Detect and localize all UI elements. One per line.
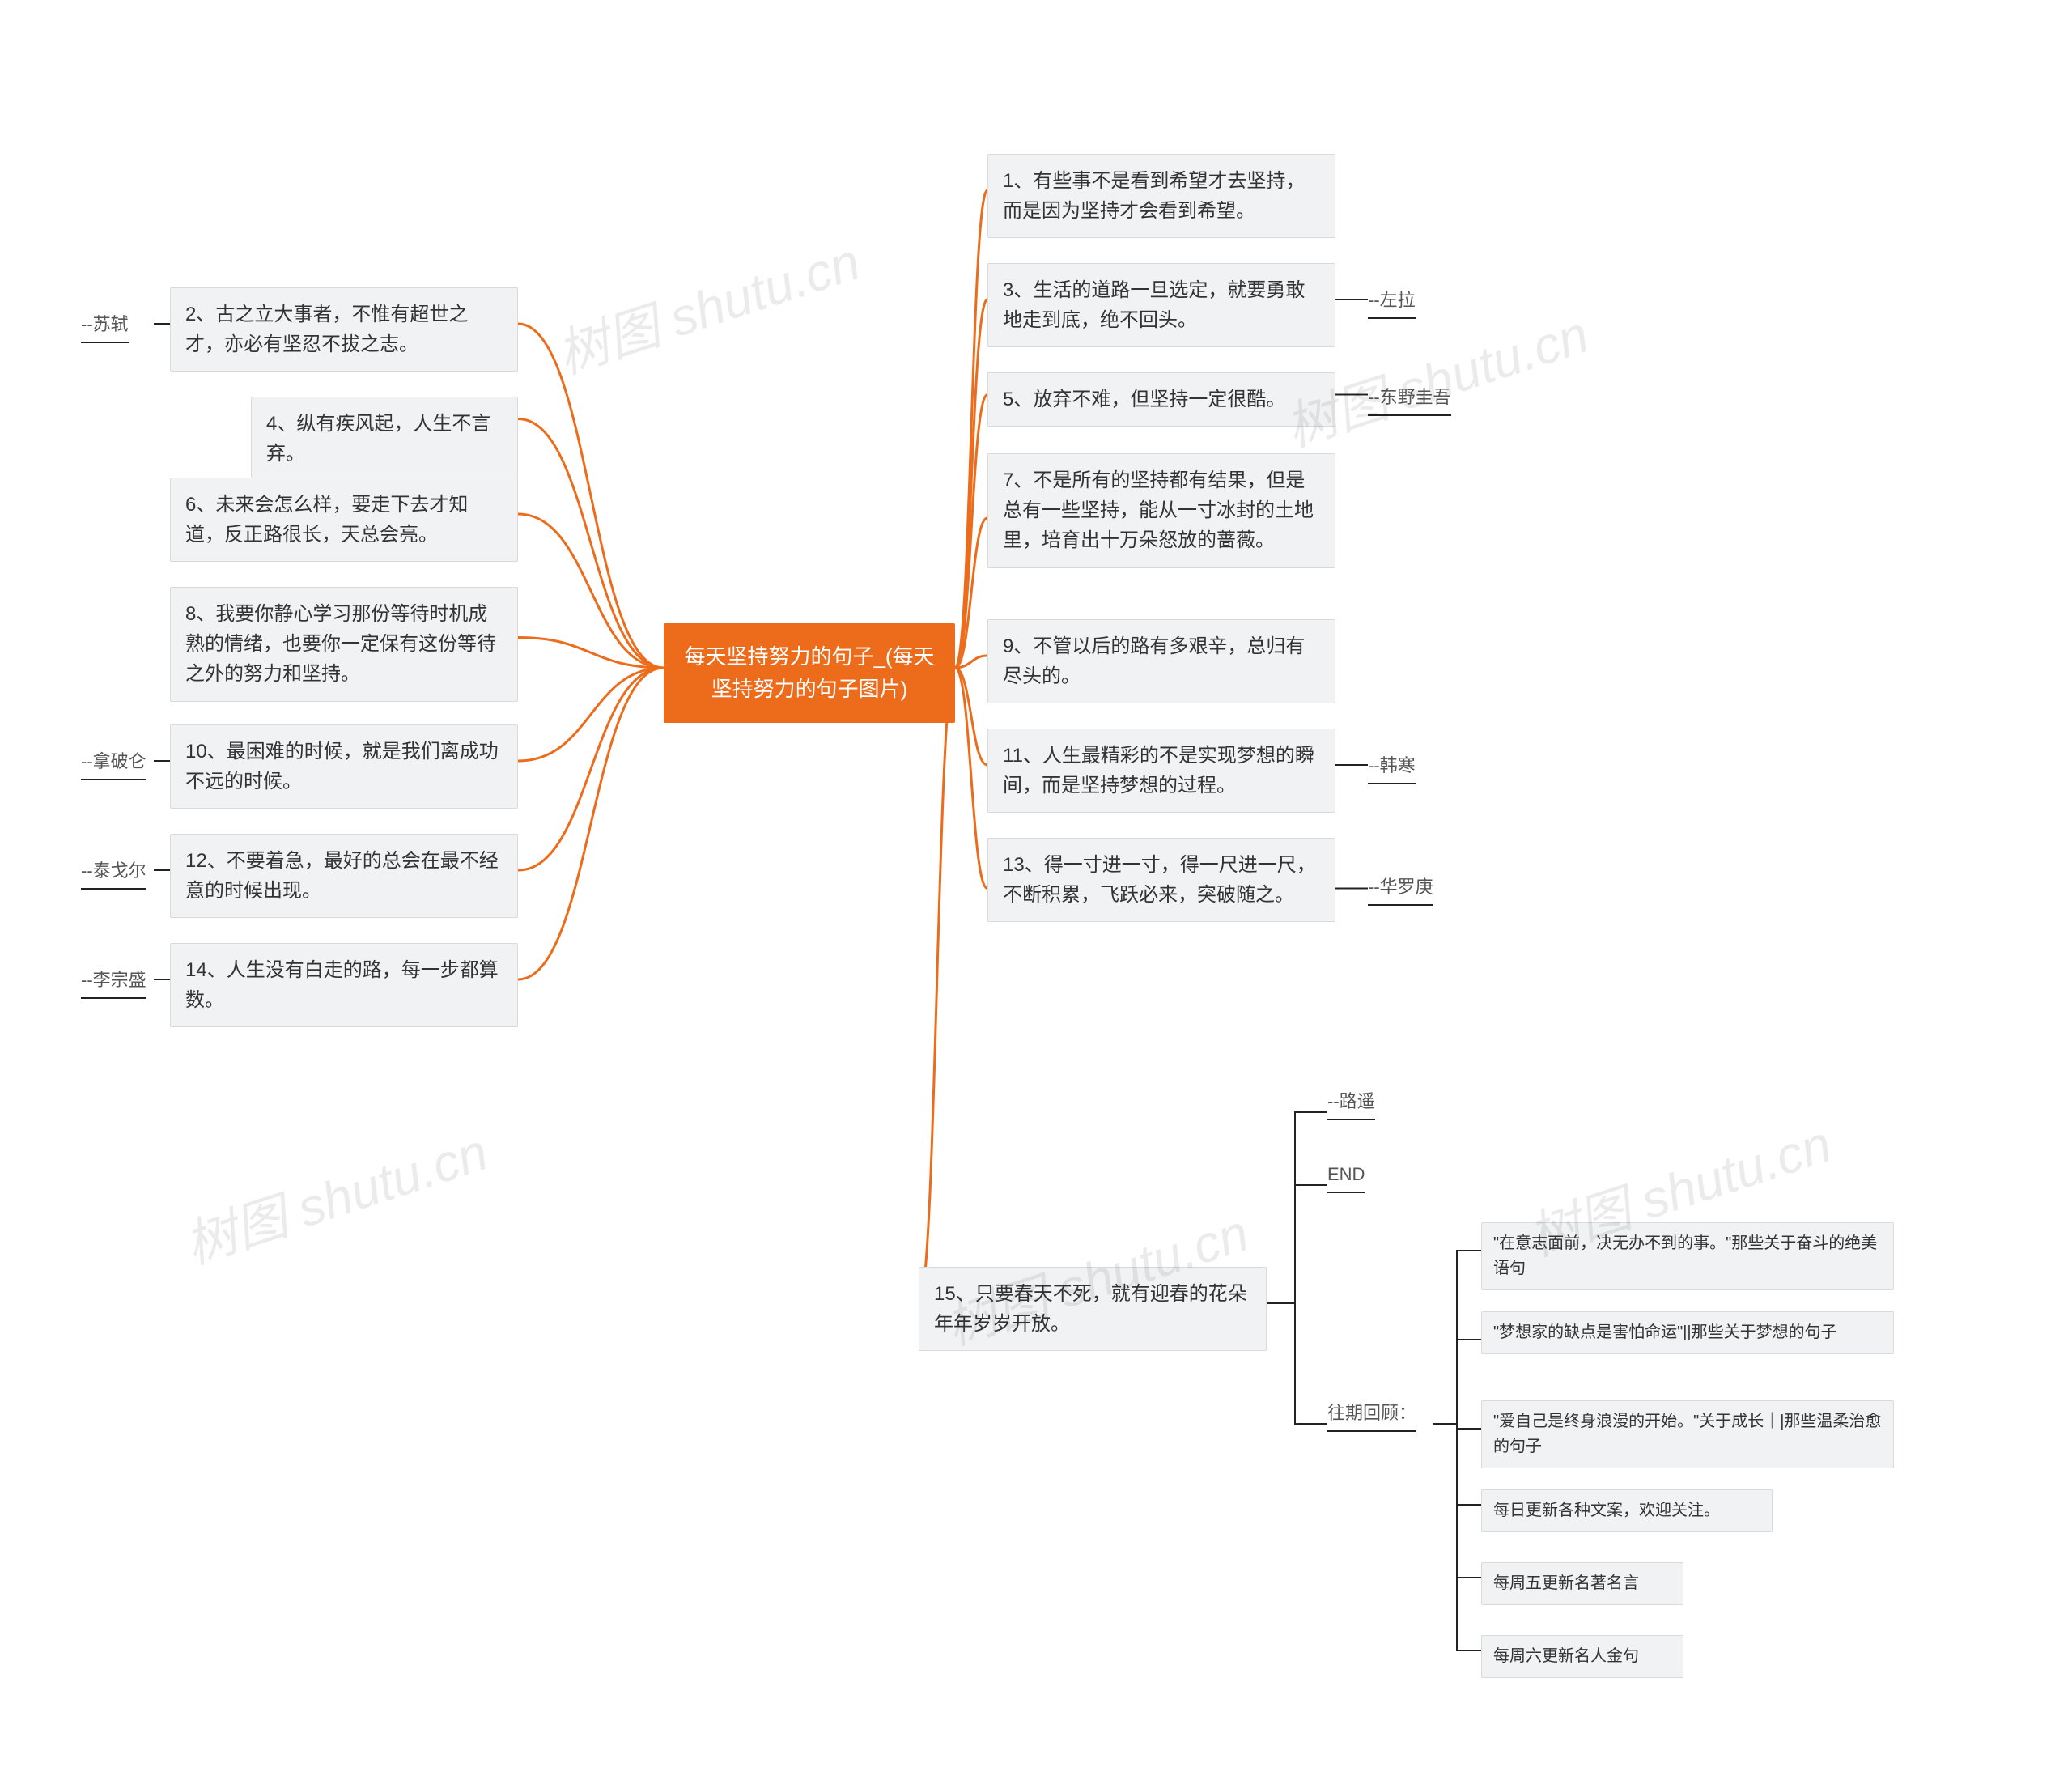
root-label: 每天坚持努力的句子_(每天坚持努力的句子图片) (684, 644, 934, 701)
review-item-rv2[interactable]: "梦想家的缺点是害怕命运"||那些关于梦想的句子 (1481, 1311, 1894, 1354)
r15-child-R15a[interactable]: --路遥 (1327, 1085, 1375, 1120)
annotation-R3: --左拉 (1368, 283, 1416, 319)
right-node-R11[interactable]: 11、人生最精彩的不是实现梦想的瞬间，而是坚持梦想的过程。 (987, 729, 1335, 813)
watermark: 树图 shutu.cn (546, 220, 868, 388)
annotation-R11: --韩寒 (1368, 749, 1416, 784)
right-node-label: 1、有些事不是看到希望才去坚持，而是因为坚持才会看到希望。 (1003, 170, 1305, 222)
left-node-label: 6、未来会怎么样，要走下去才知道，反正路很长，天总会亮。 (185, 494, 468, 546)
left-node-label: 12、不要着急，最好的总会在最不经意的时候出现。 (185, 850, 499, 902)
review-item-rv3[interactable]: "爱自己是终身浪漫的开始。"关于成长｜|那些温柔治愈的句子 (1481, 1400, 1894, 1468)
right-node-label: 11、人生最精彩的不是实现梦想的瞬间，而是坚持梦想的过程。 (1003, 745, 1314, 797)
right-node-R1[interactable]: 1、有些事不是看到希望才去坚持，而是因为坚持才会看到希望。 (987, 154, 1335, 238)
left-node-label: 10、最困难的时候，就是我们离成功不远的时候。 (185, 741, 499, 792)
left-node-L4[interactable]: 4、纵有疾风起，人生不言弃。 (251, 397, 518, 481)
review-item-rv5[interactable]: 每周五更新名著名言 (1481, 1562, 1684, 1605)
right-node-label: 5、放弃不难，但坚持一定很酷。 (1003, 389, 1285, 410)
annotation-L10: --拿破仑 (81, 745, 146, 780)
right-node-label: 13、得一寸进一寸，得一尺进一尺，不断积累，飞跃必来，突破随之。 (1003, 854, 1316, 906)
review-item-rv6[interactable]: 每周六更新名人金句 (1481, 1635, 1684, 1678)
left-node-L12[interactable]: 12、不要着急，最好的总会在最不经意的时候出现。 (170, 834, 518, 918)
annotation-R13: --华罗庚 (1368, 870, 1433, 906)
annotation-L14: --李宗盛 (81, 963, 146, 999)
right-node-R3[interactable]: 3、生活的道路一旦选定，就要勇敢地走到底，绝不回头。 (987, 263, 1335, 347)
annotation-L2: --苏轼 (81, 308, 129, 343)
annotation-L12: --泰戈尔 (81, 854, 146, 890)
r15-child-R15c[interactable]: 往期回顾： (1327, 1396, 1416, 1432)
left-node-label: 2、古之立大事者，不惟有超世之才，亦必有坚忍不拔之志。 (185, 304, 468, 355)
r15-child-R15b[interactable]: END (1327, 1158, 1365, 1193)
left-node-label: 14、人生没有白走的路，每一步都算数。 (185, 959, 499, 1011)
watermark: 树图 shutu.cn (174, 1111, 495, 1278)
review-item-rv4[interactable]: 每日更新各种文案，欢迎关注。 (1481, 1489, 1773, 1532)
left-node-L6[interactable]: 6、未来会怎么样，要走下去才知道，反正路很长，天总会亮。 (170, 478, 518, 562)
right-node-R7[interactable]: 7、不是所有的坚持都有结果，但是总有一些坚持，能从一寸冰封的土地里，培育出十万朵… (987, 453, 1335, 568)
root-node[interactable]: 每天坚持努力的句子_(每天坚持努力的句子图片) (664, 623, 955, 723)
left-node-label: 4、纵有疾风起，人生不言弃。 (266, 413, 490, 465)
right-node-label: 9、不管以后的路有多艰辛，总归有尽头的。 (1003, 635, 1305, 687)
left-node-L10[interactable]: 10、最困难的时候，就是我们离成功不远的时候。 (170, 724, 518, 809)
right-node-label: 7、不是所有的坚持都有结果，但是总有一些坚持，能从一寸冰封的土地里，培育出十万朵… (1003, 469, 1314, 551)
left-node-L2[interactable]: 2、古之立大事者，不惟有超世之才，亦必有坚忍不拔之志。 (170, 287, 518, 372)
right-node-R9[interactable]: 9、不管以后的路有多艰辛，总归有尽头的。 (987, 619, 1335, 703)
right-node-R13[interactable]: 13、得一寸进一寸，得一尺进一尺，不断积累，飞跃必来，突破随之。 (987, 838, 1335, 922)
left-node-L14[interactable]: 14、人生没有白走的路，每一步都算数。 (170, 943, 518, 1027)
left-node-L8[interactable]: 8、我要你静心学习那份等待时机成熟的情绪，也要你一定保有这份等待之外的努力和坚持… (170, 587, 518, 702)
left-node-label: 8、我要你静心学习那份等待时机成熟的情绪，也要你一定保有这份等待之外的努力和坚持… (185, 603, 496, 685)
right-node-label: 3、生活的道路一旦选定，就要勇敢地走到底，绝不回头。 (1003, 279, 1305, 331)
